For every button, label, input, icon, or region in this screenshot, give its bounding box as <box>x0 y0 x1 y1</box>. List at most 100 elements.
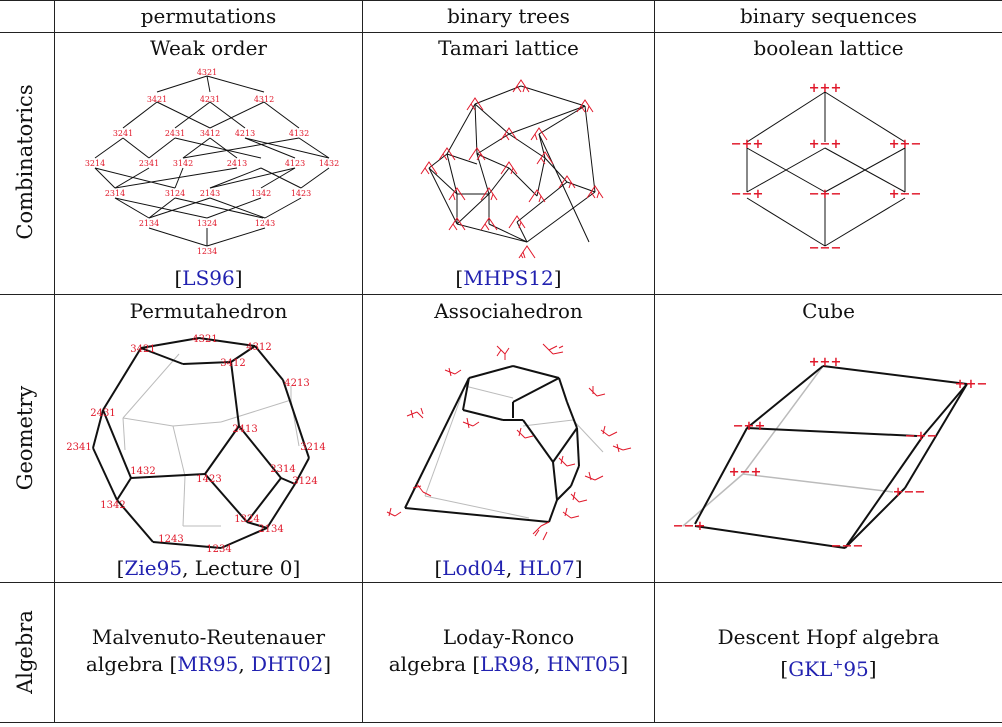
reference-link[interactable]: LS96 <box>182 266 235 290</box>
vertex-label: +−− <box>889 187 922 202</box>
vertex-label: 1423 <box>291 189 311 198</box>
boolean-lattice-diagram: +++ −++ +−+ ++− −−+ −+− +−− −−− <box>731 81 922 256</box>
vertex-label: 4213 <box>284 378 309 389</box>
associahedron-diagram <box>386 343 632 541</box>
vertex-label: 3124 <box>292 476 317 487</box>
vertex-label: 3421 <box>130 344 155 355</box>
vertex-label: +−− <box>893 485 926 500</box>
associahedron-title: Associahedron <box>434 299 583 323</box>
vertex-label: 2143 <box>200 189 220 198</box>
vertex-label: 1243 <box>158 534 183 545</box>
vertex-label: −−− <box>831 539 864 554</box>
vertex-label: 3412 <box>220 358 245 369</box>
vertex-label: 1324 <box>234 514 259 525</box>
vertex-label: −+− <box>905 429 938 444</box>
column-header-binary-trees: binary trees <box>447 4 570 28</box>
reference-link[interactable]: LR98 <box>480 652 534 676</box>
cube-diagram: +++ ++− −++ −+− +−+ +−− −−+ −−− <box>673 355 988 554</box>
vertex-label: 2413 <box>227 159 247 168</box>
vertex-label: 1342 <box>100 500 125 511</box>
vertex-label: +−+ <box>729 465 762 480</box>
vertex-label: 3421 <box>147 95 167 104</box>
vertex-label: 1432 <box>130 466 155 477</box>
cube-title: Cube <box>802 299 855 323</box>
reference-link[interactable]: HNT05 <box>546 652 621 676</box>
permutahedron-title: Permutahedron <box>129 299 288 323</box>
table-rule <box>0 722 1002 723</box>
vertex-label: 1243 <box>255 219 275 228</box>
table-rule <box>0 0 1002 1</box>
associahedron-citation: [Lod04, HL07] <box>434 556 583 580</box>
vertex-label: 3124 <box>165 189 185 198</box>
weak-order-title: Weak order <box>150 36 267 60</box>
vertex-label: 3241 <box>113 129 133 138</box>
vertex-label: 2341 <box>66 442 91 453</box>
vertex-label: 1234 <box>197 247 217 256</box>
tamari-title: Tamari lattice <box>438 36 579 60</box>
descent-algebra-cell: Descent Hopf algebra [GKL+95] <box>717 625 940 681</box>
vertex-label: 4123 <box>285 159 305 168</box>
vertex-label: −−− <box>809 241 842 256</box>
vertex-label: 3412 <box>200 129 220 138</box>
row-label-algebra: Algebra <box>13 610 37 694</box>
vertex-label: 3214 <box>300 442 325 453</box>
row-label-combinatorics: Combinatorics <box>13 84 37 240</box>
vertex-label: ++− <box>889 137 922 152</box>
row-label-geometry: Geometry <box>13 385 37 491</box>
vertex-label: 1234 <box>206 544 231 554</box>
reference-link[interactable]: Zie95 <box>124 556 183 580</box>
weak-order-diagram: 4321 3421 4231 4312 3241 2431 3412 4213 … <box>85 68 339 256</box>
vertex-label: 2134 <box>258 524 283 535</box>
reference-link[interactable]: DHT02 <box>251 652 324 676</box>
vertex-label: 3214 <box>85 159 105 168</box>
permutahedron-diagram: 4321 4312 3421 3412 4213 2431 2413 3214 … <box>66 334 325 554</box>
vertex-label: 1324 <box>197 219 217 228</box>
mr-algebra-cell: Malvenuto-Reutenauer algebra [MR95, DHT0… <box>85 625 332 676</box>
permutahedron-citation: [Zie95, Lecture 0] <box>116 556 301 580</box>
vertex-label: 4132 <box>289 129 309 138</box>
vertex-label: 4231 <box>200 95 220 104</box>
vertex-label: −+− <box>809 187 842 202</box>
vertex-label: 4321 <box>192 334 217 345</box>
vertex-label: 2314 <box>270 464 295 475</box>
boolean-title: boolean lattice <box>753 36 904 60</box>
vertex-label: 1423 <box>196 474 221 485</box>
vertex-label: −++ <box>731 137 764 152</box>
reference-link[interactable]: MHPS12 <box>463 266 554 290</box>
vertex-label: 2341 <box>139 159 159 168</box>
weak-order-citation: [LS96] <box>174 266 243 290</box>
vertex-label: 2431 <box>165 129 185 138</box>
tamari-lattice-diagram <box>420 79 604 259</box>
vertex-label: −−+ <box>731 187 764 202</box>
lr-algebra-cell: Loday-Ronco algebra [LR98, HNT05] <box>388 625 629 676</box>
vertex-label: +++ <box>809 81 842 96</box>
vertex-label: 4312 <box>254 95 274 104</box>
vertex-label: 4312 <box>246 342 271 353</box>
vertex-label: 4213 <box>235 129 255 138</box>
table-rule <box>654 0 655 722</box>
vertex-label: +++ <box>809 355 842 370</box>
reference-link[interactable]: Lod04 <box>442 556 506 580</box>
column-header-binary-sequences: binary sequences <box>739 4 918 28</box>
table-rule <box>362 0 363 722</box>
vertex-label: 2314 <box>105 189 125 198</box>
vertex-label: −++ <box>733 419 766 434</box>
vertex-label: 4321 <box>197 68 217 77</box>
vertex-label: 2413 <box>232 424 257 435</box>
table-rule <box>0 32 1002 33</box>
vertex-label: −−+ <box>673 519 706 534</box>
table-rule <box>0 294 1002 295</box>
reference-link[interactable]: GKL+95 <box>788 656 869 681</box>
vertex-label: 3142 <box>173 159 193 168</box>
vertex-label: 1342 <box>251 189 271 198</box>
table-rule <box>0 582 1002 583</box>
vertex-label: 2134 <box>139 219 159 228</box>
reference-link[interactable]: MR95 <box>177 652 239 676</box>
column-header-permutations: permutations <box>140 4 277 28</box>
vertex-label: 1432 <box>319 159 339 168</box>
table-rule <box>54 0 55 722</box>
vertex-label: 2431 <box>90 408 115 419</box>
tamari-citation: [MHPS12] <box>455 266 562 290</box>
reference-link[interactable]: HL07 <box>518 556 575 580</box>
